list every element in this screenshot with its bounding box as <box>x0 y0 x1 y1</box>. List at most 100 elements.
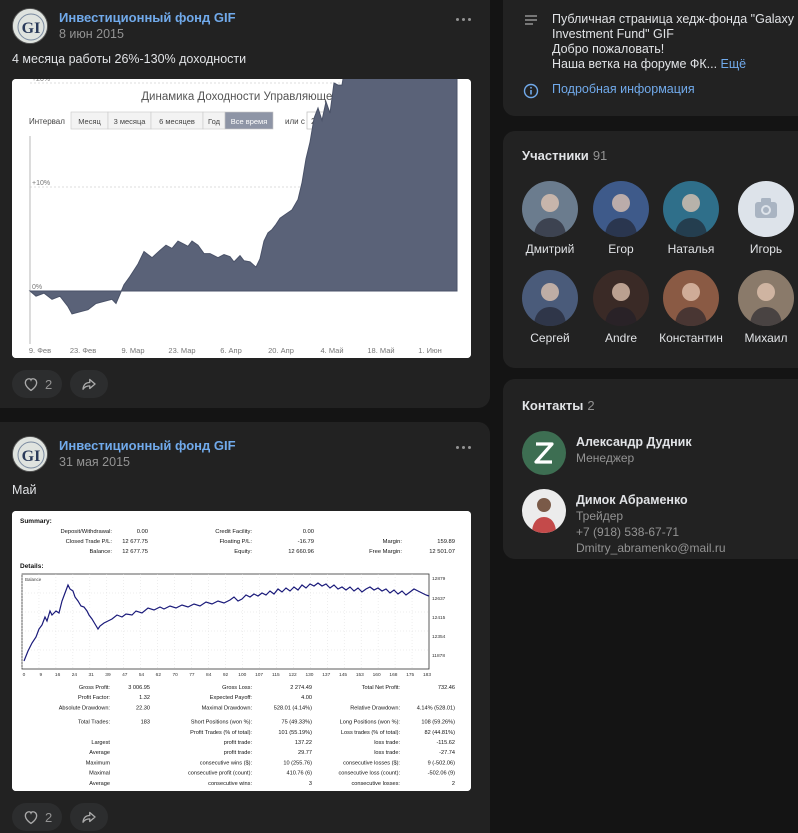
summary-cell: Equity: <box>234 549 252 555</box>
like-count: 2 <box>45 809 53 825</box>
interval-label: Интервал <box>29 117 65 126</box>
stats-cell: 82 (44.81%) <box>425 730 456 736</box>
members-title[interactable]: Участники 91 <box>522 148 607 163</box>
x-tick-label: 20. Апр <box>268 346 294 355</box>
stats-cell: Profit Trades (% of total): <box>190 730 252 736</box>
stats-cell: loss trade: <box>374 750 400 756</box>
x-tick-label: 23. Фев <box>70 346 96 355</box>
stats-cell: Total Trades: <box>78 720 110 726</box>
avatar <box>738 181 794 237</box>
details-label: Details: <box>20 563 43 570</box>
x-tick-label: 18. Май <box>367 346 394 355</box>
period-button[interactable]: Год <box>202 111 226 130</box>
x-tick-label: 6. Апр <box>220 346 242 355</box>
like-button[interactable]: 2 <box>12 803 63 831</box>
x-tick-label: 0 <box>23 672 26 678</box>
share-button[interactable] <box>70 803 109 831</box>
x-tick-label: 183 <box>423 672 431 678</box>
stats-cell: 183 <box>141 720 150 726</box>
stats-cell: 9 (-502.06) <box>428 760 455 766</box>
member-name: Михаил <box>744 331 788 345</box>
letter-z-icon <box>522 431 566 475</box>
avatar <box>522 489 566 533</box>
post-image-yield-chart[interactable]: Динамика Доходности Управляющего Интерва… <box>12 79 471 358</box>
stats-cell: -27.74 <box>439 750 455 756</box>
stats-cell: 4.14% (528.01) <box>417 705 455 711</box>
summary-cell: 12 677.75 <box>122 539 148 545</box>
contact-email: Dmitry_abramenko@mail.ru <box>576 541 726 555</box>
share-button[interactable] <box>70 370 109 398</box>
stats-cell: 29.77 <box>298 750 312 756</box>
contacts-title[interactable]: Контакты 2 <box>522 398 595 413</box>
period-button[interactable]: Все время <box>224 111 274 130</box>
post-date[interactable]: 8 июн 2015 <box>59 27 124 41</box>
x-tick-label: 9 <box>39 672 42 678</box>
member-item[interactable]: Andre <box>586 270 656 345</box>
member-item[interactable]: Константин <box>656 270 726 345</box>
avatar <box>593 181 649 237</box>
stats-cell: Expected Payoff: <box>210 695 253 701</box>
period-button[interactable]: 3 месяца <box>107 111 152 130</box>
post-actions: 2 <box>12 370 109 398</box>
like-button[interactable]: 2 <box>12 370 63 398</box>
share-icon <box>82 378 96 390</box>
yield-chart: Динамика Доходности Управляющего Интерва… <box>12 79 471 358</box>
stats-cell: Short Positions (won %): <box>191 720 253 726</box>
stats-cell: 3 006.95 <box>128 685 150 691</box>
stats-cell: Gross Loss: <box>222 685 252 691</box>
member-item[interactable]: Наталья <box>656 181 726 256</box>
stats-cell: Loss trades (% of total): <box>341 730 401 736</box>
stats-cell: consecutive loss (count): <box>338 771 400 777</box>
svg-text:GI: GI <box>22 20 41 37</box>
from-label: или с <box>285 117 305 126</box>
post-date[interactable]: 31 мая 2015 <box>59 455 130 469</box>
stats-cell: Profit Factor: <box>78 695 110 701</box>
x-tick-label: 31 <box>88 672 94 678</box>
community-avatar[interactable]: GI <box>12 8 48 44</box>
stats-cell: 2 <box>452 781 455 787</box>
x-tick-label: 130 <box>305 672 313 678</box>
details-link[interactable]: Подробная информация <box>552 82 695 96</box>
x-tick-label: 24 <box>72 672 78 678</box>
show-more-link[interactable]: Ещё <box>720 57 747 71</box>
stats-cell: 3 <box>309 781 312 787</box>
y-tick-label: 11878 <box>432 653 445 659</box>
avatar <box>663 270 719 326</box>
stats-cell: Total Net Profit: <box>362 685 401 691</box>
stats-cell: consecutive losses ($): <box>343 760 400 766</box>
stats-cell: Relative Drawdown: <box>350 705 400 711</box>
avatar <box>593 270 649 326</box>
svg-text:Все время: Все время <box>231 117 268 126</box>
more-options-icon[interactable] <box>454 12 472 26</box>
stats-cell: loss trade: <box>374 740 400 746</box>
details-row[interactable]: Подробная информация <box>523 82 695 99</box>
community-description: Публичная страница хедж-фонда "Galaxy In… <box>552 12 797 72</box>
stats-cell: profit trade: <box>224 740 253 746</box>
member-item[interactable]: Михаил <box>731 270 798 345</box>
post-author[interactable]: Инвестиционный фонд GIF <box>59 438 236 453</box>
text-lines-icon <box>525 15 537 25</box>
period-button[interactable]: 6 месяцев <box>150 111 204 130</box>
contact-item[interactable]: Димок Абраменко Трейдер +7 (918) 538-67-… <box>522 489 726 555</box>
member-item[interactable]: Дмитрий <box>515 181 585 256</box>
period-button[interactable]: Месяц <box>70 111 109 130</box>
x-tick-label: 4. Май <box>320 346 343 355</box>
more-options-icon[interactable] <box>454 440 472 454</box>
post-image-trade-report[interactable]: Summary: Deposit/Withdrawal: 0.00 Credit Fa… <box>12 511 471 791</box>
stats-cell: 101 (55.19%) <box>278 730 312 736</box>
contacts-title-text: Контакты <box>522 398 584 413</box>
avatar <box>522 181 578 237</box>
x-tick-label: 107 <box>255 672 263 678</box>
contact-item[interactable]: Александр Дудник Менеджер <box>522 431 692 475</box>
members-count: 91 <box>592 148 608 163</box>
camera-icon <box>738 181 794 237</box>
member-item[interactable]: Егор <box>586 181 656 256</box>
member-item[interactable]: Игорь <box>731 181 798 256</box>
x-tick-label: 77 <box>189 672 195 678</box>
post-header: GI Инвестиционный фонд GIF 31 мая 2015 <box>12 436 478 476</box>
stats-cell: 410.76 (6) <box>287 771 313 777</box>
member-item[interactable]: Сергей <box>515 270 585 345</box>
post-author[interactable]: Инвестиционный фонд GIF <box>59 10 236 25</box>
member-name: Игорь <box>749 242 783 256</box>
community-avatar[interactable]: GI <box>12 436 48 472</box>
